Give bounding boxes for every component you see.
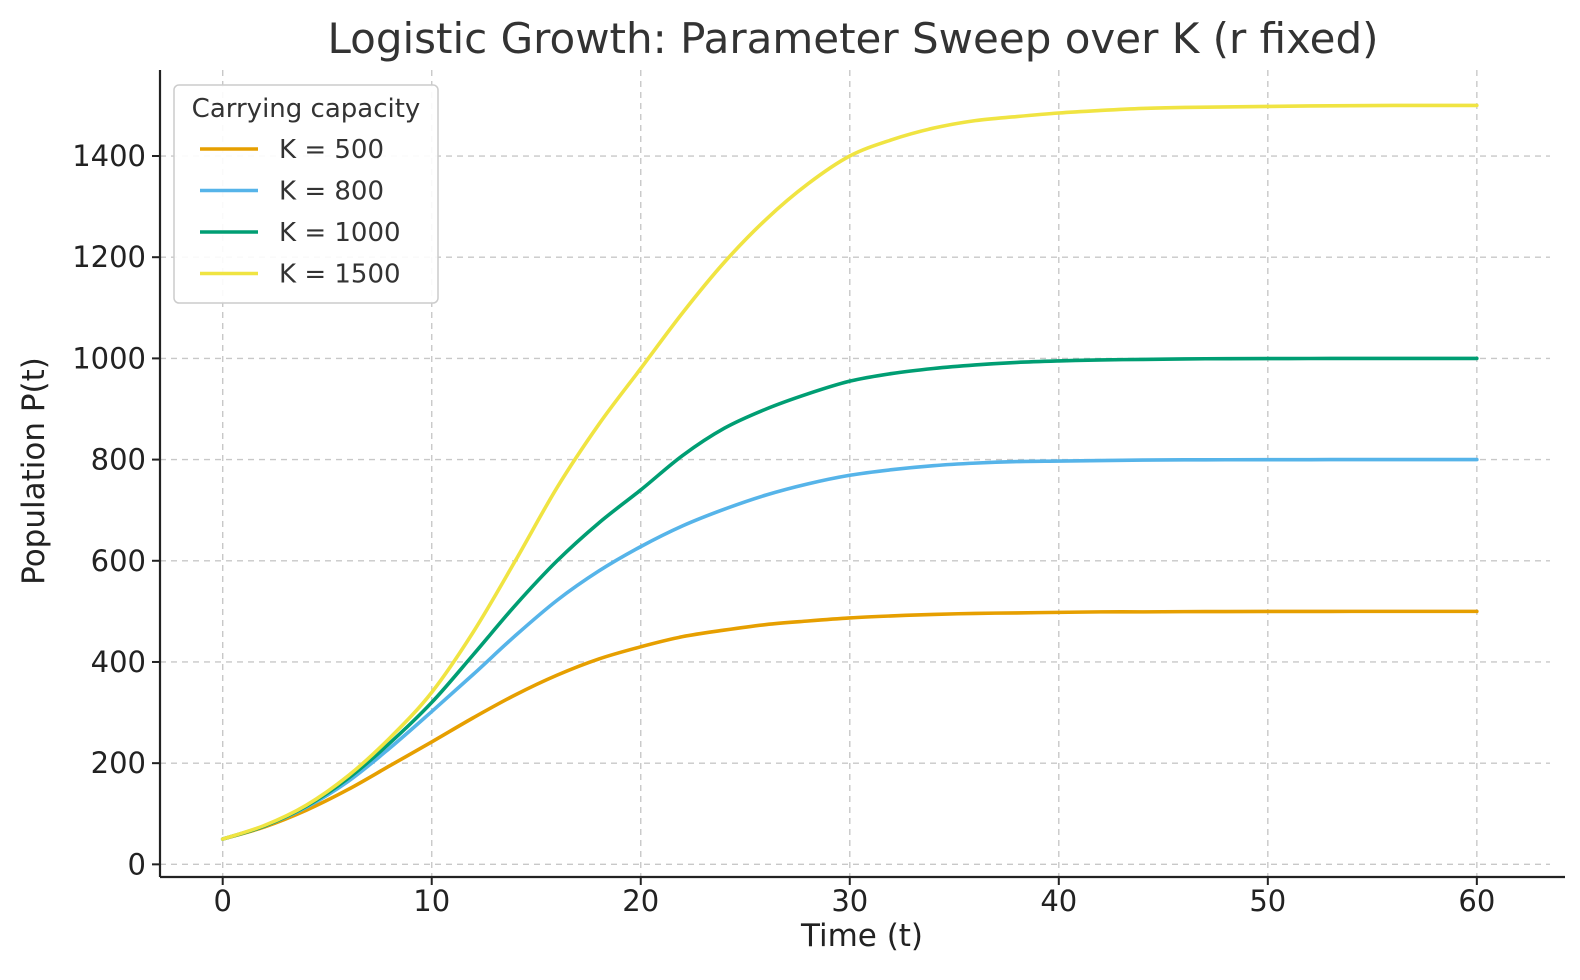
legend: Carrying capacity K = 500 K = 800 K = 1000… bbox=[173, 84, 439, 304]
x-tick-label: 40 bbox=[1040, 884, 1077, 918]
legend-label-k-500: K = 500 bbox=[279, 135, 384, 165]
legend-label-k-800: K = 800 bbox=[279, 177, 384, 207]
x-tick-label: 10 bbox=[413, 884, 450, 918]
x-tick-label: 30 bbox=[831, 884, 868, 918]
series-group bbox=[220, 103, 1479, 841]
series-line-k-800 bbox=[220, 457, 1479, 841]
x-tick-label: 50 bbox=[1249, 884, 1286, 918]
legend-label-k-1000: K = 1000 bbox=[279, 218, 401, 248]
x-axis-label: Time (t) bbox=[800, 918, 923, 954]
series-line-k-1000 bbox=[220, 356, 1479, 841]
chart-title: Logistic Growth: Parameter Sweep over K … bbox=[327, 14, 1378, 63]
y-tick-label: 1000 bbox=[72, 341, 146, 375]
y-tick-label: 600 bbox=[91, 544, 146, 578]
y-tick-label: 200 bbox=[91, 746, 146, 780]
series-line-k-500 bbox=[220, 609, 1479, 841]
axes bbox=[158, 70, 1565, 879]
y-tick-label: 1400 bbox=[72, 139, 146, 173]
legend-label-k-1500: K = 1500 bbox=[279, 260, 401, 290]
legend-title: Carrying capacity bbox=[192, 94, 421, 124]
y-tick-label: 400 bbox=[91, 645, 146, 679]
grid bbox=[160, 70, 1550, 877]
x-tick-label: 0 bbox=[213, 884, 231, 918]
y-tick-label: 800 bbox=[91, 443, 146, 477]
y-axis-label: Population P(t) bbox=[16, 357, 52, 585]
legend-frame bbox=[173, 84, 439, 304]
legend-items: K = 500 K = 800 K = 1000 K = 1500 bbox=[200, 135, 401, 290]
y-tick-label: 1200 bbox=[72, 240, 146, 274]
x-tick-label: 20 bbox=[622, 884, 659, 918]
x-tick-label: 60 bbox=[1458, 884, 1495, 918]
series-line-k-1500 bbox=[220, 103, 1479, 841]
y-tick-label: 0 bbox=[128, 847, 146, 881]
